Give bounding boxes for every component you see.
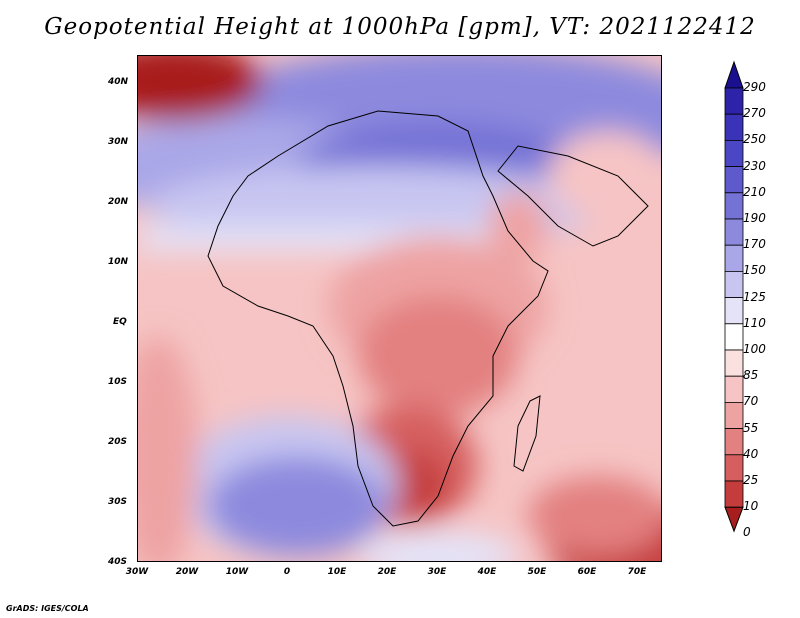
colorbar-tick-label: 210	[743, 184, 766, 199]
lat-label: 40N	[108, 77, 129, 87]
colorbar-swatch	[724, 375, 744, 403]
colorbar-tick-label: 250	[743, 132, 766, 147]
field-plot	[138, 56, 661, 561]
madagascar-coastline	[513, 395, 541, 472]
lat-label: EQ	[113, 317, 127, 327]
colorbar-swatch	[724, 454, 744, 482]
colorbar-swatch	[724, 192, 744, 220]
lon-label: 30W	[125, 567, 149, 577]
lat-label: 20S	[108, 437, 128, 447]
colorbar-swatch	[724, 428, 744, 456]
colorbar-tick-label: 150	[743, 263, 766, 278]
lat-label: 10N	[108, 257, 129, 267]
arabia-coastline	[497, 145, 649, 247]
lon-label: 70E	[627, 567, 647, 577]
colorbar-tick-label: 290	[743, 80, 766, 94]
colorbar-tick-label: 70	[743, 394, 759, 409]
colorbar-tick-label: 10	[743, 499, 759, 514]
lon-label: 60E	[577, 567, 597, 577]
colorbar-tick-label: 270	[743, 106, 766, 121]
colorbar-tick-label: 100	[743, 342, 766, 356]
lat-label: 40S	[108, 557, 128, 567]
colorbar-swatch	[724, 297, 744, 325]
colorbar-swatch	[724, 270, 744, 298]
colorbar-swatch	[724, 244, 744, 272]
colorbar-tick-label: 25	[743, 473, 759, 487]
colorbar-swatch	[724, 401, 744, 429]
colorbar-swatch	[724, 140, 744, 168]
colorbar-tick-label: 190	[743, 211, 766, 225]
lon-label: 10E	[327, 567, 347, 577]
colorbar-top-arrow	[724, 60, 744, 89]
map-panel	[137, 55, 662, 562]
lat-label: 30N	[108, 137, 129, 147]
lat-label: 10S	[108, 377, 128, 387]
lon-label: 10W	[225, 567, 249, 577]
colorbar-tick-label: 170	[743, 237, 766, 252]
colorbar-swatch	[724, 480, 744, 508]
colorbar-tick-label: 55	[743, 420, 759, 435]
chart-title: Geopotential Height at 1000hPa [gpm], VT…	[44, 14, 756, 40]
lat-label: 20N	[108, 197, 129, 207]
colorbar-swatch	[724, 323, 744, 351]
colorbar-bottom-arrow	[724, 506, 744, 533]
lon-label: 40E	[477, 567, 497, 577]
colorbar-swatch	[724, 349, 744, 377]
colorbar-tick-label: 0	[743, 525, 751, 540]
colorbar	[724, 60, 744, 533]
lon-label: 20E	[377, 567, 397, 577]
colorbar-tick-label: 85	[743, 368, 759, 383]
colorbar-tick-label: 230	[743, 158, 766, 173]
field-shading	[138, 56, 661, 561]
credit-text: GrADS: IGES/COLA	[6, 604, 89, 613]
colorbar-swatch	[724, 166, 744, 194]
colorbar-tick-label: 125	[743, 289, 766, 304]
colorbar-swatch	[724, 87, 744, 115]
lon-label: 30E	[427, 567, 447, 577]
lon-label: 20W	[175, 567, 199, 577]
lat-label: 30S	[108, 497, 128, 507]
africa-coastline	[207, 110, 549, 527]
colorbar-tick-label: 110	[743, 315, 766, 330]
colorbar-swatch	[724, 218, 744, 246]
lon-label: 50E	[527, 567, 547, 577]
lon-label: 0	[283, 567, 291, 577]
colorbar-tick-label: 40	[743, 446, 759, 461]
colorbar-swatch	[724, 113, 744, 141]
